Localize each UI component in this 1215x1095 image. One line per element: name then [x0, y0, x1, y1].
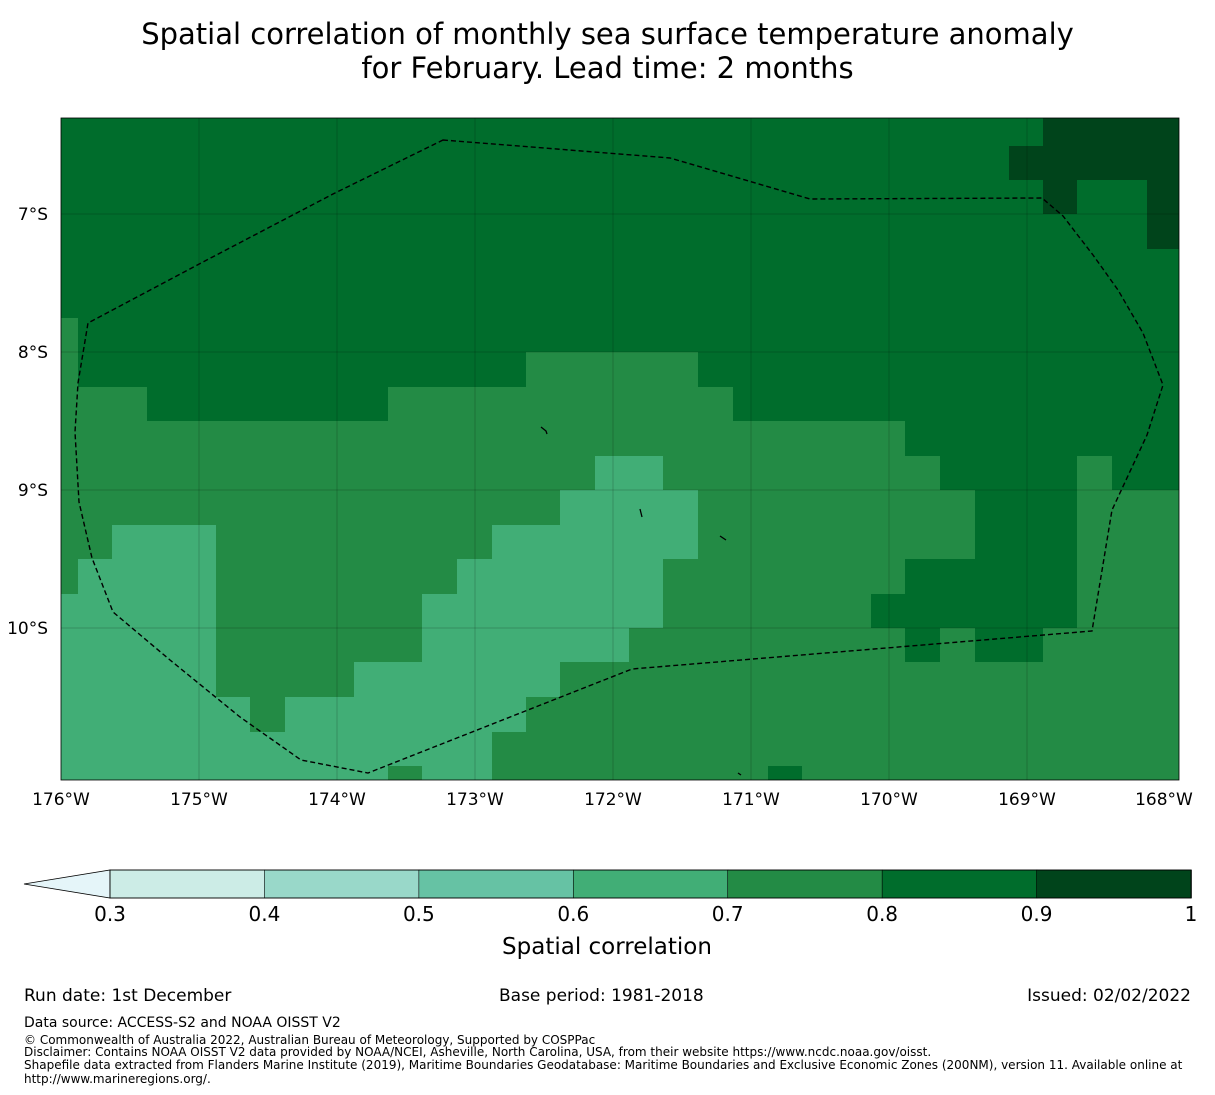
- colorbar-tick-label: 0.7: [712, 902, 744, 926]
- data-source: Data source: ACCESS-S2 and NOAA OISST V2: [24, 1015, 341, 1031]
- colorbar-tick-label: 0.6: [557, 902, 589, 926]
- colorbar-bin-0.8-0.9: [882, 870, 1037, 898]
- colorbar-tick-label: 0.8: [866, 902, 898, 926]
- colorbar-bin-0.4-0.5: [264, 870, 419, 898]
- lat-label-10s: 10°S: [7, 619, 48, 639]
- colorbar-extend-min-triangle: [24, 870, 110, 898]
- colorbar: 0.3 0.4 0.5 0.6 0.7 0.8 0.9 1 Spatial correlati…: [24, 870, 1197, 960]
- base-period: Base period: 1981-2018: [499, 986, 704, 1006]
- map-figure: 176°W 175°W 174°W 173°W 172°W 171°W 170°…: [0, 0, 1215, 1095]
- lat-label-9s: 9°S: [18, 481, 48, 501]
- colorbar-tick-label: 0.3: [94, 902, 126, 926]
- colorbar-bin-0.3-0.4: [110, 870, 265, 898]
- correlation-field: [61, 118, 1179, 780]
- shapefile-credit-line-1: Shapefile data extracted from Flanders M…: [24, 1059, 1182, 1072]
- colorbar-label: Spatial correlation: [502, 934, 712, 960]
- colorbar-bin-0.6-0.7: [573, 870, 728, 898]
- longitude-labels: 176°W 175°W 174°W 173°W 172°W 171°W 170°…: [32, 790, 1193, 810]
- lat-label-8s: 8°S: [18, 343, 48, 363]
- lon-label-173w: 173°W: [446, 790, 504, 810]
- latitude-labels: 7°S 8°S 9°S 10°S: [7, 205, 48, 639]
- lon-label-168w: 168°W: [1135, 790, 1193, 810]
- colorbar-bin-0.7-0.8: [728, 870, 883, 898]
- colorbar-bin-0.5-0.6: [419, 870, 574, 898]
- lat-label-7s: 7°S: [18, 205, 48, 225]
- colorbar-tick-label: 0.9: [1021, 902, 1053, 926]
- lon-label-171w: 171°W: [722, 790, 780, 810]
- lon-label-174w: 174°W: [308, 790, 366, 810]
- colorbar-bin-0.9-1: [1037, 870, 1192, 898]
- run-date: Run date: 1st December: [24, 986, 231, 1006]
- lon-label-170w: 170°W: [860, 790, 918, 810]
- colorbar-tick-label: 0.5: [403, 902, 435, 926]
- colorbar-tick-label: 1: [1185, 902, 1198, 926]
- issued-date: Issued: 02/02/2022: [1027, 986, 1191, 1006]
- lon-label-169w: 169°W: [998, 790, 1056, 810]
- lon-label-176w: 176°W: [32, 790, 90, 810]
- lon-label-172w: 172°W: [584, 790, 642, 810]
- shapefile-credit-line-2: http://www.marineregions.org/.: [24, 1073, 211, 1086]
- field-cell-0.7-0.8-west: [61, 559, 78, 594]
- colorbar-tick-label: 0.4: [249, 902, 281, 926]
- field-cell-0.8-0.9-south: [768, 766, 802, 780]
- lon-label-175w: 175°W: [170, 790, 228, 810]
